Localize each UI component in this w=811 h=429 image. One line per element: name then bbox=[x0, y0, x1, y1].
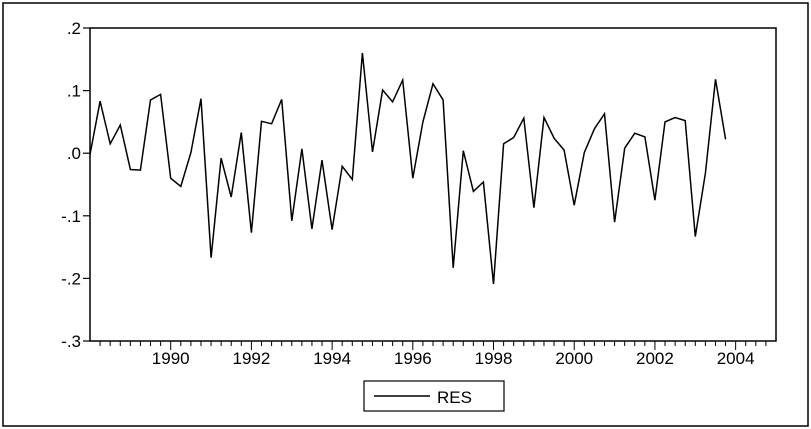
series-line-res bbox=[89, 52, 727, 285]
x-tick-label: 1990 bbox=[152, 349, 190, 368]
y-tick-label: -.1 bbox=[61, 207, 81, 226]
x-tick-label: 1994 bbox=[313, 349, 351, 368]
x-tick-label: 2002 bbox=[636, 349, 674, 368]
x-tick-label: 2004 bbox=[717, 349, 755, 368]
x-tick-label: 1998 bbox=[475, 349, 513, 368]
y-tick-label: -.3 bbox=[61, 332, 81, 351]
y-tick-label: .0 bbox=[67, 144, 81, 163]
x-tick-label: 1996 bbox=[394, 349, 432, 368]
y-tick-label: .2 bbox=[67, 19, 81, 38]
legend-label-res: RES bbox=[437, 388, 472, 407]
y-tick-label: -.2 bbox=[61, 269, 81, 288]
x-tick-label: 1992 bbox=[232, 349, 270, 368]
x-axis: 1990 1992 1994 1996 1998 2000 2002 2004 bbox=[99, 341, 767, 368]
legend: RES bbox=[363, 380, 505, 412]
y-tick-label: .1 bbox=[67, 82, 81, 101]
y-axis: .2 .1 .0 -.1 -.2 -.3 bbox=[61, 19, 90, 351]
x-tick-label: 2000 bbox=[555, 349, 593, 368]
